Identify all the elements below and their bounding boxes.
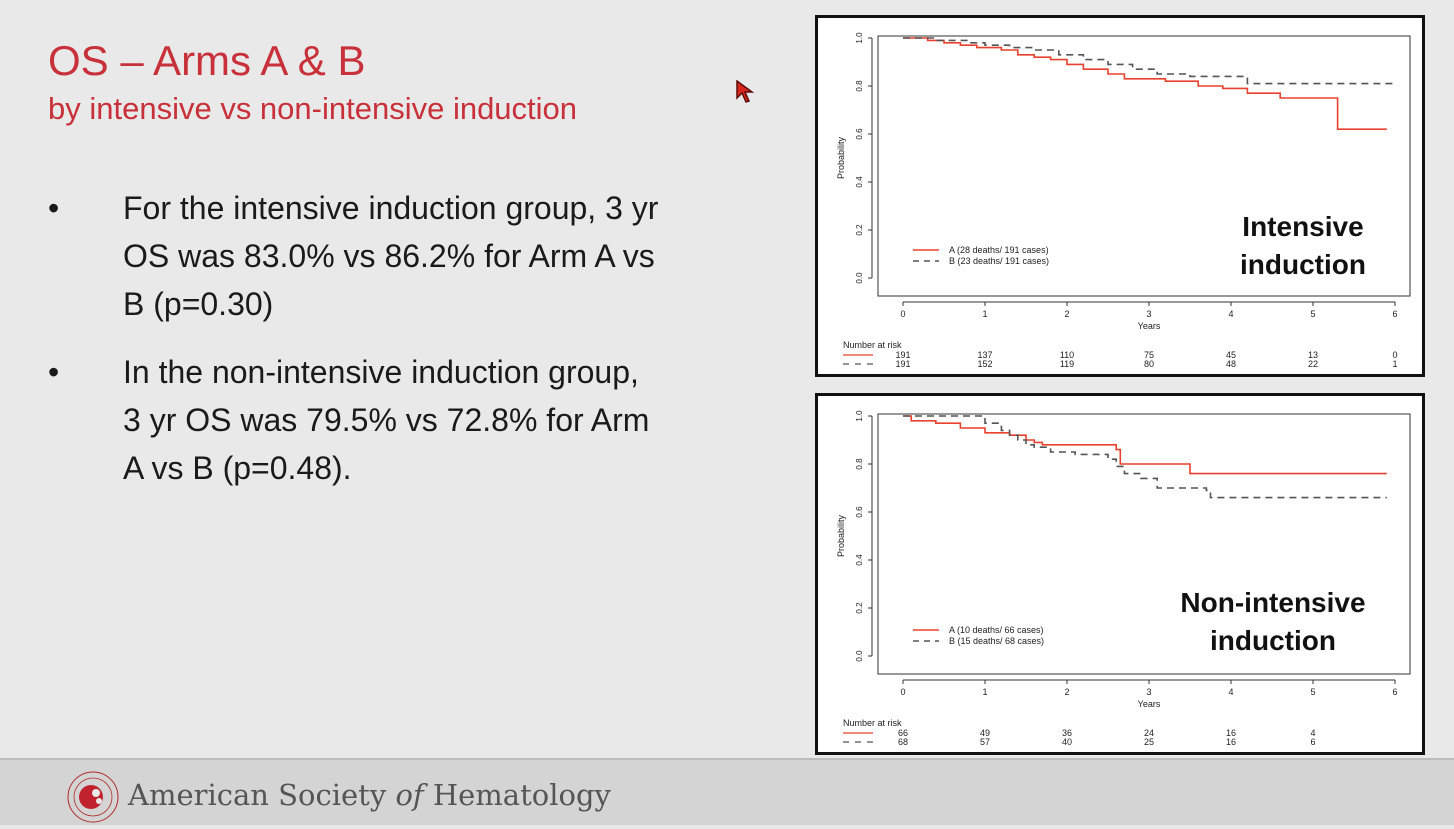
chart-non-intensive: 0.0 0.2 0.4 0.6 0.8 1.0 Probability 0 1 2 3 4 5 6 Year… <box>815 393 1425 755</box>
chart-annotation: Intensive <box>1242 211 1363 242</box>
risk-value: 119 <box>1060 359 1074 369</box>
bullet-intensive: • For the intensive induction group, 3 y… <box>48 184 658 334</box>
risk-value: 1 <box>1392 359 1397 369</box>
ash-logo-icon <box>66 770 120 829</box>
risk-value: 4 <box>1310 728 1315 738</box>
legend-entry: A (10 deaths/ 66 cases) <box>949 625 1044 635</box>
y-axis-label: Probability <box>836 514 846 557</box>
risk-table-label: Number at risk <box>843 340 902 350</box>
chart-annotation: induction <box>1240 249 1366 280</box>
x-tick-label: 1 <box>982 687 987 697</box>
x-tick-label: 3 <box>1146 309 1151 319</box>
y-tick-label: 0.6 <box>855 128 864 140</box>
risk-value: 45 <box>1226 350 1236 360</box>
bullet-non-intensive: • In the non-intensive induction group, … <box>48 348 649 498</box>
risk-value: 152 <box>977 359 992 369</box>
series-line-arm-a <box>903 415 1387 475</box>
chart-annotation: induction <box>1210 625 1336 656</box>
bullet-symbol: • <box>48 190 60 226</box>
risk-value: 191 <box>895 350 910 360</box>
x-tick-label: 1 <box>982 309 987 319</box>
y-tick-label: 0.2 <box>855 602 864 614</box>
x-tick-label: 3 <box>1146 687 1151 697</box>
x-tick-label: 5 <box>1310 309 1315 319</box>
legend-entry: B (23 deaths/ 191 cases) <box>949 256 1049 266</box>
y-tick-label: 0.6 <box>855 506 864 518</box>
slide-subtitle: by intensive vs non-intensive induction <box>48 91 578 126</box>
risk-value: 16 <box>1226 728 1236 738</box>
x-tick-label: 6 <box>1392 687 1397 697</box>
risk-value: 110 <box>1060 350 1074 360</box>
risk-value: 75 <box>1144 350 1154 360</box>
x-tick-label: 4 <box>1228 687 1233 697</box>
x-tick-label: 6 <box>1392 309 1397 319</box>
x-tick-label: 0 <box>900 687 905 697</box>
organization-name: American Society of Hematology <box>128 778 611 812</box>
y-tick-label: 0.8 <box>855 458 864 470</box>
km-plot-non-intensive: 0.0 0.2 0.4 0.6 0.8 1.0 Probability 0 1 2 3 4 5 6 Year… <box>836 410 1411 747</box>
y-tick-label: 0.4 <box>855 554 864 566</box>
x-tick-label: 2 <box>1064 687 1069 697</box>
x-axis-label: Years <box>1138 321 1161 331</box>
risk-value: 22 <box>1308 359 1318 369</box>
risk-value: 191 <box>895 359 910 369</box>
series-line-arm-b <box>903 415 1387 499</box>
y-tick-label: 0.2 <box>855 224 864 236</box>
x-tick-label: 4 <box>1228 309 1233 319</box>
y-tick-label: 1.0 <box>855 410 864 422</box>
risk-value: 57 <box>980 737 990 747</box>
y-tick-label: 0.0 <box>855 650 864 662</box>
risk-value: 40 <box>1062 737 1072 747</box>
y-tick-label: 1.0 <box>855 32 864 44</box>
chart-annotation: Non-intensive <box>1180 587 1365 618</box>
risk-table-label: Number at risk <box>843 718 902 728</box>
slide: OS – Arms A & B by intensive vs non-inte… <box>48 15 1425 755</box>
x-tick-label: 5 <box>1310 687 1315 697</box>
risk-value: 68 <box>898 737 908 747</box>
y-tick-label: 0.0 <box>855 272 864 284</box>
risk-value: 25 <box>1144 737 1154 747</box>
bullet-text: For the intensive induction group, 3 yr … <box>123 190 659 322</box>
series-line-arm-b <box>903 37 1395 85</box>
risk-value: 16 <box>1226 737 1236 747</box>
chart-intensive: 0.0 0.2 0.4 0.6 0.8 1.0 Probability 0 1 2 3 4 5 6 Year… <box>815 15 1425 377</box>
legend-entry: A (28 deaths/ 191 cases) <box>949 245 1049 255</box>
legend-entry: B (15 deaths/ 68 cases) <box>949 636 1044 646</box>
risk-value: 24 <box>1144 728 1154 738</box>
x-axis-label: Years <box>1138 699 1161 709</box>
x-tick-label: 0 <box>900 309 905 319</box>
risk-value: 36 <box>1062 728 1072 738</box>
risk-value: 137 <box>977 350 992 360</box>
y-tick-label: 0.8 <box>855 80 864 92</box>
footer: American Society of Hematology <box>0 758 1454 825</box>
plot-frame <box>877 413 1411 675</box>
risk-value: 13 <box>1308 350 1318 360</box>
x-tick-label: 2 <box>1064 309 1069 319</box>
red-arrow-cursor-icon <box>736 79 758 111</box>
plot-frame <box>877 35 1411 297</box>
risk-value: 0 <box>1392 350 1397 360</box>
y-axis-label: Probability <box>836 136 846 179</box>
bullet-symbol: • <box>48 354 60 390</box>
slide-title: OS – Arms A & B <box>48 37 366 84</box>
bullet-text: In the non-intensive induction group, 3 … <box>123 354 650 486</box>
risk-value: 6 <box>1310 737 1315 747</box>
series-line-arm-a <box>903 37 1387 130</box>
risk-value: 66 <box>898 728 908 738</box>
risk-value: 48 <box>1226 359 1236 369</box>
risk-value: 80 <box>1144 359 1154 369</box>
y-tick-label: 0.4 <box>855 176 864 188</box>
risk-value: 49 <box>980 728 990 738</box>
